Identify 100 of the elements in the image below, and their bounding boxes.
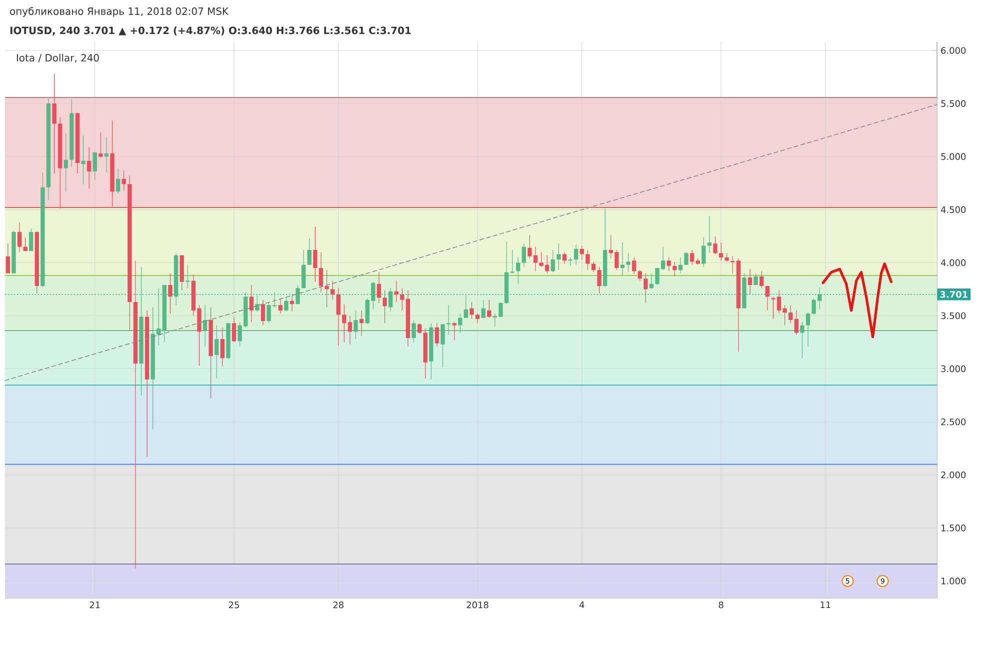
- y-tick-label: 4.500: [940, 206, 966, 214]
- y-tick-label: 1.500: [942, 524, 966, 532]
- candlestick: [23, 236, 28, 252]
- candlestick: [562, 252, 567, 264]
- annotation: Iota / Dollar, 240: [16, 54, 99, 63]
- y-tick-label: 2.500: [941, 418, 966, 426]
- candlestick: [318, 252, 324, 293]
- candlestick: [760, 270, 764, 288]
- x-tick-label: 4: [579, 602, 584, 608]
- candlestick: [475, 313, 480, 324]
- candlestick: [806, 312, 810, 347]
- candlestick: [278, 298, 282, 314]
- candlestick: [434, 322, 440, 347]
- candlestick: [296, 284, 300, 304]
- candlestick: [586, 250, 590, 270]
- candlestick: [620, 242, 625, 276]
- candlestick: [765, 286, 770, 311]
- candlestick: [713, 236, 718, 254]
- candlestick: [788, 304, 793, 324]
- candlestick: [359, 310, 364, 336]
- candlestick: [672, 261, 677, 277]
- candlestick: [376, 272, 382, 304]
- candlestick: [81, 135, 86, 184]
- candlestick: [690, 250, 694, 266]
- candlestick: [516, 257, 520, 284]
- candlestick: [29, 228, 34, 252]
- candlestick: [794, 310, 798, 336]
- line-series: [822, 262, 893, 338]
- candlestick: [464, 295, 468, 318]
- candlestick: [417, 322, 422, 334]
- candlestick: [122, 170, 126, 191]
- candlestick: [336, 288, 340, 346]
- candlestick: [718, 242, 724, 261]
- candlestick: [487, 300, 492, 318]
- x-tick-label: 21: [90, 602, 100, 608]
- candlestick: [550, 250, 555, 273]
- candlestick: [388, 288, 393, 312]
- candlestick: [202, 304, 208, 347]
- candlestick: [260, 300, 266, 326]
- candlestick: [800, 322, 804, 358]
- candlestick: [678, 257, 683, 274]
- candlestick: [666, 257, 671, 272]
- y-tick-label: 3.500: [941, 312, 966, 320]
- candlestick: [458, 313, 462, 334]
- x-tick-label: 25: [228, 602, 239, 608]
- candlestick: [52, 74, 56, 174]
- candlestick: [324, 270, 329, 308]
- candlestick: [452, 322, 456, 340]
- candlestick: [644, 272, 648, 304]
- candlestick: [302, 250, 306, 288]
- candlestick: [556, 243, 561, 270]
- candlestick: [440, 324, 445, 368]
- candlestick: [17, 222, 22, 252]
- candlestick: [86, 146, 92, 189]
- x-tick-label: 11: [820, 602, 830, 608]
- candlestick: [638, 270, 642, 282]
- candlestick: [64, 132, 68, 192]
- candlestick: [649, 272, 654, 290]
- candlestick: [92, 152, 97, 180]
- candlestick: [481, 300, 486, 318]
- candlestick: [290, 295, 294, 312]
- candlestick: [597, 266, 602, 294]
- y-tick-label: 3.000: [941, 365, 966, 372]
- candlestick: [522, 243, 526, 268]
- y-tick-label: 5.500: [941, 100, 966, 107]
- x-tick-label: 28: [333, 602, 344, 608]
- candlestick: [748, 268, 752, 295]
- y-tick-label: 6.000: [941, 47, 966, 54]
- candlestick: [470, 302, 474, 320]
- candlestick: [214, 324, 219, 379]
- candlestick: [6, 243, 10, 274]
- chart-subtitle: IOTUSD, 240 3.701 ▲ +0.172 (+4.87%) O:3.640 H:3.766 L:3.561 C:3.701: [10, 26, 411, 36]
- candlestick: [307, 238, 312, 266]
- candlestick: [394, 280, 398, 302]
- x-tick-label: 2018: [466, 602, 488, 608]
- x-tick-label: 8: [718, 602, 724, 608]
- candlestick: [574, 244, 578, 266]
- candlestick: [116, 168, 120, 194]
- candlestick: [626, 252, 630, 273]
- candlestick: [382, 290, 387, 324]
- y-tick-label: 4.000: [940, 259, 966, 266]
- ref-line-label: 3.701: [940, 291, 968, 298]
- y-tick-label: 2.000: [941, 472, 966, 478]
- candlestick: [591, 261, 596, 273]
- candlestick: [168, 272, 172, 314]
- candlestick: [98, 132, 103, 158]
- candlestick: [330, 280, 335, 300]
- candlestick: [220, 327, 225, 367]
- candlestick: [232, 316, 236, 343]
- candlestick: [249, 284, 254, 322]
- candlestick: [354, 310, 358, 340]
- candlestick: [412, 320, 416, 343]
- y-tick-label: 5.000: [941, 153, 966, 160]
- candlestick: [104, 137, 109, 173]
- chart-title: опубликовано Январь 11, 2018 02:07 MSK: [10, 7, 229, 17]
- candlestick: [313, 226, 318, 282]
- candlestick: [702, 236, 706, 268]
- candlestick: [400, 288, 404, 311]
- candlestick: [684, 252, 688, 266]
- candlestick: [754, 272, 758, 286]
